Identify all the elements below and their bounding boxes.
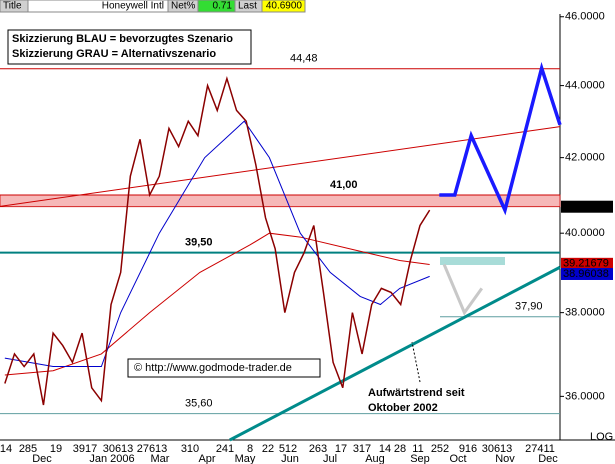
y-tick-label: 44.0000 [565,79,605,91]
x-month-label: Aug [365,453,385,464]
header-text: Net% [171,1,196,12]
trend-line [0,126,561,207]
x-tick-label: 512 [279,443,297,455]
header-text: 40.6900 [266,1,303,12]
x-tick-label: 22 [262,443,274,455]
x-tick-label: 28 [394,443,406,455]
trend-note: Aufwärtstrend seit [368,387,465,399]
axis-marker-label: 39.21679 [563,258,609,270]
x-month-label: May [235,453,256,464]
x-tick-label: 3917 [73,443,97,455]
x-tick-label: 19 [50,443,62,455]
scenario-line [442,263,484,316]
x-month-label: Nov [495,453,515,464]
scenario-line [439,61,562,216]
legend-text: Skizzierung BLAU = bevorzugtes Szenario [12,33,233,45]
y-tick-label: 46.0000 [565,11,605,23]
x-tick-label: 285 [19,443,37,455]
x-tick-label: 263 [309,443,327,455]
x-month-label: Jun [281,453,299,464]
moving-average [4,232,430,376]
x-month-label: Oct [449,453,466,464]
axis-marker [561,267,613,280]
x-tick-label: 14 [0,443,12,455]
x-tick-label: 241 [216,443,234,455]
x-tick-label: 310 [181,443,199,455]
legend-text: Skizzierung GRAU = Alternativszenario [12,48,216,60]
x-month-label: Dec [538,453,558,464]
x-tick-label: 252 [431,443,449,455]
x-tick-label: 14 [379,443,391,455]
axis-marker-label: 40.6900 [563,201,603,213]
x-tick-label: 8 [247,443,253,455]
level-label: 39,50 [185,237,213,249]
x-month-label: Mar [151,453,170,464]
level-label: 41,00 [330,179,358,191]
header-text: Last [238,1,257,12]
level-label: 35,60 [185,398,213,410]
x-month-label: Jan 2006 [89,453,134,464]
header-cell [261,0,306,13]
x-tick-label: 30613 [103,443,134,455]
copyright-box [127,358,321,378]
y-tick-label: 42.0000 [565,152,605,164]
level-label: 44,48 [290,53,318,65]
scale-label: LOG [590,431,613,443]
resistance-band [0,194,561,208]
price-line [4,75,431,406]
x-month-label: Apr [198,453,215,464]
x-tick-label: 11 [412,443,423,455]
axis-marker-label: 38.96038 [563,268,609,280]
note-arrow [411,341,421,383]
x-tick-label: 27613 [137,443,168,455]
x-tick-label: 17 [335,443,347,455]
x-month-label: Sep [410,453,430,464]
axis-marker [561,257,613,270]
header-text: 0.71 [213,1,233,12]
x-tick-label: 27411 [525,443,555,455]
level-label: 37,90 [515,301,543,313]
x-month-label: Dec [32,453,52,464]
x-month-label: Jul [323,453,337,464]
header-text: Honeywell Intl [102,1,164,12]
target-zone [440,257,505,265]
trend-note: Oktober 2002 [368,402,438,414]
y-tick-label: 36.0000 [565,390,605,402]
axis-marker [561,200,613,213]
trend-line [229,265,561,442]
copyright: © http://www.godmode-trader.de [134,362,292,374]
legend-box [7,29,252,65]
x-tick-label: 30613 [482,443,513,455]
x-tick-label: 916 [459,443,477,455]
moving-average [4,120,430,368]
header: Title Honeywell Intl Net% 0.71 Last 40.6… [0,0,306,13]
y-tick-label: 38.0000 [565,307,605,319]
header-text: Title [3,1,22,12]
x-tick-label: 317 [353,443,371,455]
y-tick-label: 40.0000 [565,227,605,239]
